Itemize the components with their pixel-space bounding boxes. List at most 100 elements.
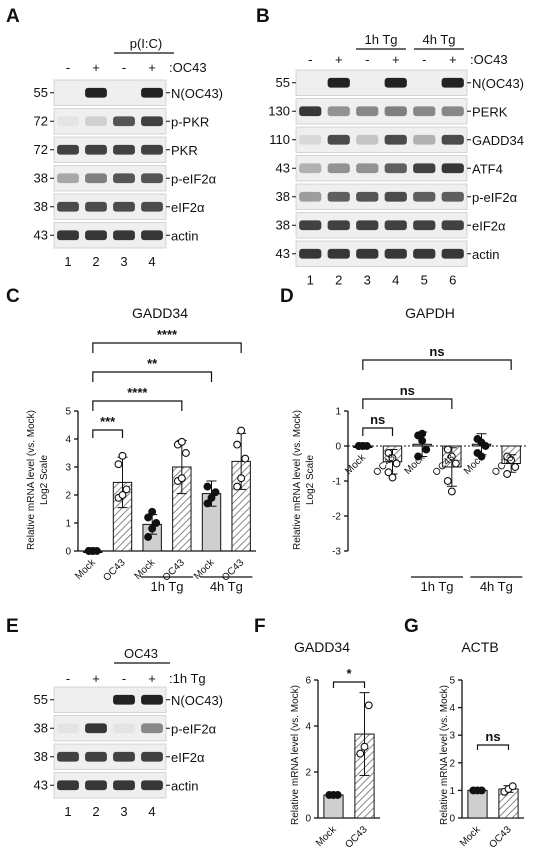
lane-number: 4 [148, 254, 155, 269]
panel-f: F GADD34 Relative mRNA level (vs. Mock) … [254, 616, 380, 851]
blot-band [85, 87, 107, 98]
chart-g-ylabel: Relative mRNA level (vs. Mock) [439, 685, 450, 825]
blot-band [141, 116, 163, 127]
sign-suffix: :OC43 [169, 60, 207, 75]
data-point [203, 482, 212, 491]
data-point [122, 485, 131, 494]
group-label: 1h Tg [420, 579, 453, 594]
blot-band [441, 77, 464, 88]
blot-band [441, 220, 464, 231]
category-label: OC43 [487, 824, 514, 851]
protein-label: p-eIF2α [472, 190, 518, 205]
blot-band [327, 248, 350, 259]
data-point [503, 470, 512, 478]
panel-d: D GAPDH Relative mRNA level (vs. Mock) L… [280, 286, 526, 594]
blot-strip [295, 240, 468, 267]
bar [467, 789, 488, 819]
lane-sign: + [92, 671, 100, 686]
significance-label: ns [429, 344, 444, 359]
category-label: Mock [343, 452, 368, 477]
protein-label: actin [171, 228, 198, 243]
blot-band [57, 780, 79, 791]
data-point [388, 454, 397, 463]
significance-bracket [92, 400, 183, 411]
chart-c-title: GADD34 [132, 305, 188, 321]
blot-band [441, 191, 464, 202]
significance-bracket [362, 359, 512, 370]
blot-band [384, 134, 407, 145]
data-point [233, 482, 242, 491]
y-tick-label: 0 [449, 814, 455, 825]
blot-band [413, 106, 436, 117]
sign-suffix: :OC43 [470, 52, 508, 67]
blot-band [141, 201, 163, 212]
data-point [207, 493, 216, 502]
lane-sign: + [335, 52, 343, 67]
data-point [181, 449, 190, 457]
lane-sign: - [308, 52, 312, 67]
blot-band [113, 116, 135, 127]
y-tick-label: -1 [332, 477, 341, 488]
blot-band [384, 163, 407, 174]
chart-c-ylabel: Relative mRNA level (vs. Mock) [26, 410, 37, 550]
lane-number: 1 [64, 254, 71, 269]
blot-band [441, 134, 464, 145]
blot-band [356, 163, 379, 174]
data-point [148, 524, 157, 533]
panel-g: G ACTB Relative mRNA level (vs. Mock) 0 1… [404, 616, 524, 851]
data-point [241, 454, 250, 463]
blot-band [299, 134, 322, 145]
blot-band [57, 723, 79, 734]
mw-marker: 38 [34, 720, 48, 735]
blot-band [441, 106, 464, 117]
panel-b-group-4h: 4h Tg [422, 32, 455, 47]
blot-band [384, 220, 407, 231]
blot-band [299, 248, 322, 259]
blot-band [57, 230, 79, 241]
significance-label: ** [147, 356, 158, 371]
y-tick-label: 2 [65, 491, 71, 502]
panel-f-letter: F [254, 616, 266, 637]
panel-c: C GADD34 Relative mRNA level (vs. Mock) … [6, 286, 256, 594]
data-point [177, 474, 186, 483]
protein-label: N(OC43) [472, 76, 524, 91]
data-point [333, 791, 342, 799]
blot-band [141, 723, 163, 734]
category-label: Mock [403, 452, 428, 477]
mw-marker: 72 [34, 113, 48, 128]
y-tick-label: -2 [332, 512, 341, 523]
lane-number: 2 [92, 254, 99, 269]
lane-sign: - [365, 52, 369, 67]
protein-label: p-eIF2α [171, 171, 217, 186]
data-point [88, 547, 97, 555]
data-point [511, 463, 520, 471]
lane-number: 6 [449, 273, 456, 288]
data-point [177, 437, 186, 446]
mw-marker: 43 [34, 227, 48, 242]
lane-sign: + [392, 52, 400, 67]
blot-strip [295, 155, 468, 182]
significance-label: ns [400, 383, 415, 398]
lane-sign: - [122, 671, 126, 686]
category-label: Mock [458, 824, 483, 849]
chart-f-title: GADD34 [294, 639, 350, 655]
y-tick-label: 5 [65, 407, 71, 418]
lane-number: 1 [64, 804, 71, 819]
mw-marker: 72 [34, 142, 48, 157]
chart-g-title: ACTB [461, 639, 498, 655]
blot-band [413, 163, 436, 174]
y-tick-label: 4 [65, 435, 71, 446]
data-point [477, 786, 486, 795]
blot-band [413, 134, 436, 145]
mw-marker: 38 [276, 189, 290, 204]
lane-sign: - [422, 52, 426, 67]
significance-label: **** [127, 385, 148, 400]
y-tick-label: -3 [332, 547, 341, 558]
lane-sign: + [148, 671, 156, 686]
significance-label: *** [100, 414, 116, 429]
category-label: OC43 [101, 557, 128, 584]
